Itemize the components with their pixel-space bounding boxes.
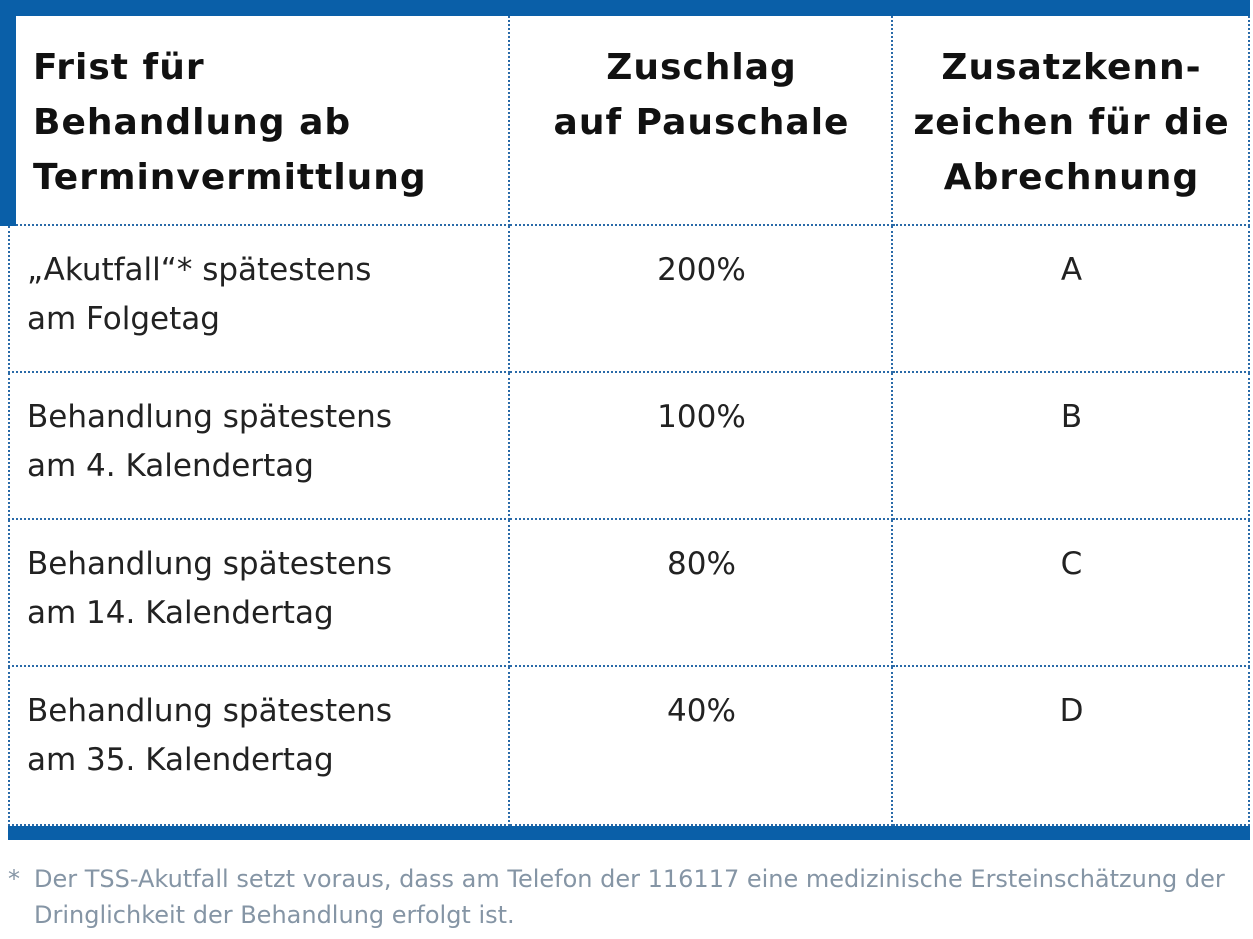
footnote-marker: * bbox=[8, 865, 20, 893]
cell-text: B bbox=[1060, 399, 1083, 435]
header-text: Behandlung ab bbox=[33, 102, 352, 143]
footnote-text: Dringlichkeit der Behandlung erfolgt ist… bbox=[34, 901, 515, 929]
cell-text: Behandlung spätestens bbox=[27, 693, 392, 729]
top-bar bbox=[8, 0, 1250, 16]
cell-text: 80% bbox=[667, 546, 736, 582]
cell-text: 100% bbox=[657, 399, 746, 435]
table-cell bbox=[8, 667, 510, 826]
cell-text: 200% bbox=[657, 252, 746, 288]
table-cell bbox=[510, 373, 893, 520]
left-bar bbox=[0, 0, 16, 226]
table-cell bbox=[893, 226, 1250, 373]
cell-text: am 35. Kalendertag bbox=[27, 742, 334, 778]
table-cell bbox=[893, 667, 1250, 826]
header-text: auf Pauschale bbox=[553, 102, 850, 143]
table-cell bbox=[8, 373, 510, 520]
cell-text: D bbox=[1059, 693, 1084, 729]
cell-text: C bbox=[1060, 546, 1083, 582]
table-cell bbox=[893, 16, 1250, 226]
table-cell bbox=[8, 520, 510, 667]
table-cell bbox=[510, 226, 893, 373]
header-text: zeichen für die bbox=[913, 102, 1230, 143]
cell-text: „Akutfall“* spätestens bbox=[27, 252, 372, 288]
bottom-bar bbox=[8, 826, 1250, 840]
cell-text: am Folgetag bbox=[27, 301, 220, 337]
table-cell bbox=[8, 226, 510, 373]
cell-text: A bbox=[1060, 252, 1083, 288]
cell-text: Behandlung spätestens bbox=[27, 399, 392, 435]
cell-text: Behandlung spätestens bbox=[27, 546, 392, 582]
cell-text: am 14. Kalendertag bbox=[27, 595, 334, 631]
header-text: Zusatzkenn- bbox=[941, 47, 1202, 88]
cell-text: 40% bbox=[667, 693, 736, 729]
header-text: Terminvermittlung bbox=[33, 157, 427, 198]
header-text: Zuschlag bbox=[606, 47, 797, 88]
table-cell bbox=[510, 16, 893, 226]
header-text: Abrechnung bbox=[943, 157, 1200, 198]
table-cell bbox=[510, 667, 893, 826]
table-cell bbox=[893, 520, 1250, 667]
footnote-text: Der TSS-Akutfall setzt voraus, dass am T… bbox=[34, 865, 1225, 893]
cell-text: am 4. Kalendertag bbox=[27, 448, 314, 484]
table-cell bbox=[510, 520, 893, 667]
header-text: Frist für bbox=[33, 47, 205, 88]
table-cell bbox=[893, 373, 1250, 520]
